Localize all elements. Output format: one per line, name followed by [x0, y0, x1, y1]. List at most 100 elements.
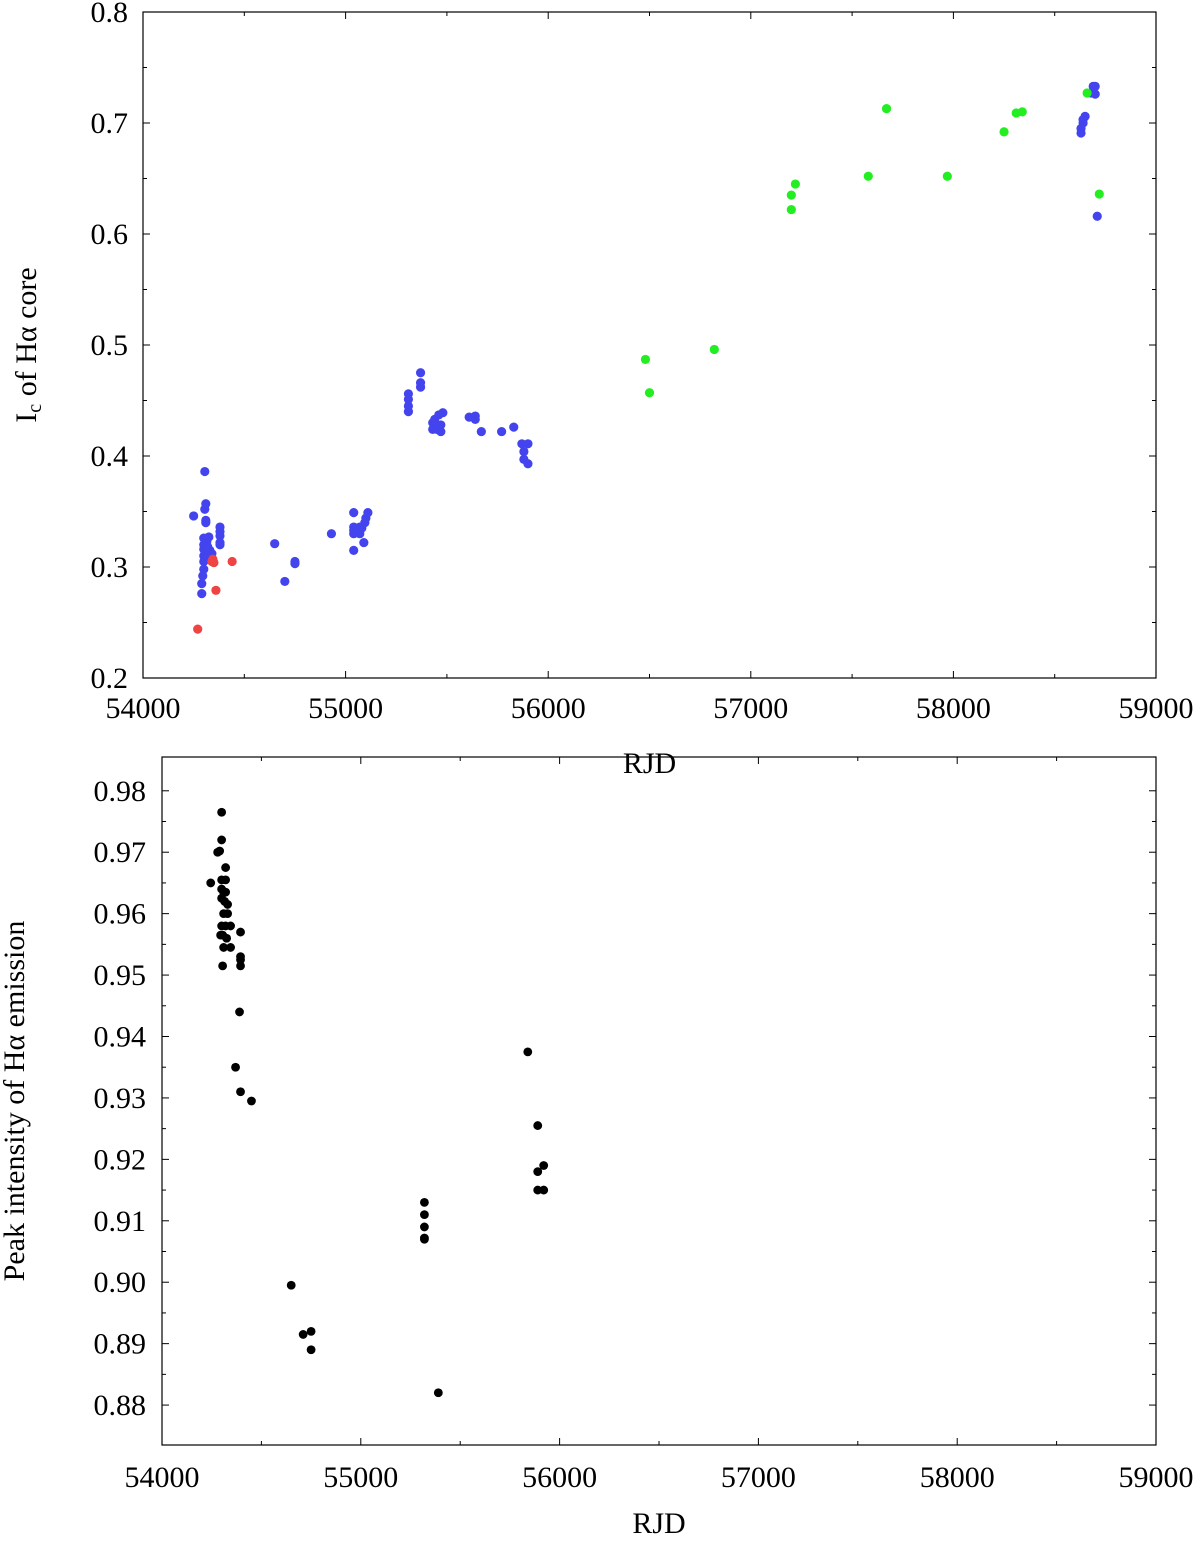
x-ticks-top: 54000 55000 56000 57000 58000 59000: [106, 12, 1194, 725]
x-tick-label: 58000: [920, 1461, 995, 1494]
data-point: [942, 171, 952, 181]
data-point: [1082, 88, 1092, 98]
data-point: [644, 388, 655, 398]
data-point: [533, 1121, 543, 1130]
data-point: [438, 408, 448, 418]
data-point: [306, 1326, 316, 1336]
data-point: [403, 401, 414, 411]
x-tick-label: 57000: [721, 1461, 796, 1494]
data-point: [497, 426, 507, 437]
data-point: [359, 537, 369, 548]
data-point: [420, 1197, 429, 1207]
y-axis-label-top-rest: of Hα core: [10, 267, 43, 404]
y-tick-label: 0.94: [94, 1021, 147, 1054]
data-point: [326, 529, 337, 539]
data-point: [236, 955, 245, 965]
data-point: [790, 179, 800, 189]
data-point: [420, 1210, 429, 1220]
x-tick-label: 56000: [511, 692, 586, 725]
plot-frame-top: [142, 11, 1157, 679]
data-point: [221, 863, 231, 872]
data-point: [200, 466, 210, 477]
data-point: [226, 921, 235, 931]
x-tick-label: 59000: [1119, 692, 1194, 725]
y-tick-label: 0.6: [91, 218, 129, 251]
data-point: [999, 127, 1009, 137]
y-ticks-top: 0.2 0.3 0.4 0.5 0.6 0.7 0.8: [91, 0, 1156, 695]
data-point: [201, 515, 211, 525]
data-point: [433, 1388, 443, 1398]
data-point: [1094, 189, 1104, 199]
data-point: [236, 961, 245, 971]
data-point: [215, 846, 225, 856]
x-tick-label: 54000: [106, 692, 181, 725]
data-point: [193, 624, 203, 634]
x-axis-label-top: RJD: [623, 747, 676, 780]
data-point: [1080, 111, 1090, 121]
x-tick-label: 57000: [713, 692, 788, 725]
y-tick-label: 0.7: [91, 107, 129, 140]
data-point: [786, 204, 796, 215]
data-point: [1090, 81, 1100, 91]
y-axis-label-top-sub: c: [24, 404, 46, 413]
data-point: [290, 556, 300, 567]
data-point: [211, 585, 221, 595]
data-point: [533, 1167, 543, 1177]
data-point: [349, 545, 359, 555]
y-tick-label: 0.97: [94, 836, 147, 869]
y-tick-label: 0.4: [91, 440, 129, 473]
data-point: [1017, 107, 1027, 117]
y-axis-label-top-main: I: [10, 413, 43, 423]
data-point: [199, 564, 209, 574]
y-tick-label: 0.89: [94, 1328, 147, 1361]
data-point: [215, 531, 225, 541]
data-point: [881, 103, 892, 114]
data-point: [209, 557, 219, 568]
data-point: [227, 556, 237, 567]
y-tick-label: 0.88: [94, 1389, 147, 1422]
data-point: [863, 171, 873, 181]
data-point: [201, 499, 211, 509]
data-point: [236, 927, 245, 937]
data-point: [197, 579, 207, 589]
data-point: [217, 835, 227, 845]
x-tick-label: 58000: [916, 692, 991, 725]
y-tick-label: 0.98: [94, 775, 147, 808]
data-point: [306, 1345, 316, 1355]
y-tick-label: 0.90: [94, 1266, 147, 1299]
x-axis-label-bottom: RJD: [632, 1507, 685, 1540]
data-point: [436, 426, 446, 437]
data-point: [523, 439, 533, 449]
points-top: [189, 81, 1104, 634]
chart-bottom: 54000 55000 56000 57000 58000 59000 0.880.890…: [0, 756, 1194, 1540]
y-axis-label-top: Ic of Hα core: [10, 267, 46, 422]
data-point: [197, 589, 207, 599]
points-bottom: [206, 807, 549, 1398]
data-point: [470, 414, 480, 424]
data-point: [539, 1161, 549, 1170]
data-point: [280, 576, 290, 587]
data-point: [235, 1007, 244, 1017]
data-point: [523, 1047, 533, 1057]
data-point: [215, 540, 225, 550]
data-point: [403, 389, 414, 399]
data-point: [231, 1062, 240, 1072]
data-point: [221, 887, 231, 897]
data-point: [270, 539, 280, 549]
data-point: [219, 943, 229, 952]
data-point: [218, 961, 228, 971]
data-point: [363, 508, 373, 518]
data-point: [222, 933, 232, 943]
data-point: [476, 426, 486, 437]
data-point: [415, 382, 426, 392]
y-tick-label: 0.5: [91, 329, 129, 362]
data-point: [236, 1087, 245, 1097]
y-tick-label: 0.92: [94, 1143, 147, 1176]
y-tick-label: 0.96: [94, 898, 147, 931]
data-point: [519, 446, 529, 457]
data-point: [709, 344, 719, 355]
y-tick-label: 0.91: [94, 1205, 147, 1238]
data-point: [204, 532, 214, 542]
data-point: [189, 511, 199, 521]
